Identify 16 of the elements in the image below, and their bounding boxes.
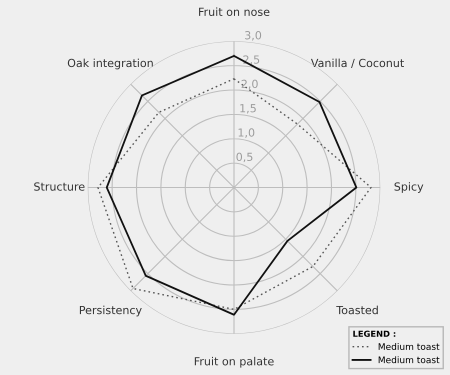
spoke-label: Fruit on nose [199,7,270,16]
spoke-label: Structure [34,182,85,191]
y-tick-label: 1,0 [238,128,254,138]
legend-label: Medium toast [378,356,440,364]
legend-label: Medium toast [378,343,440,350]
spoke-label: Vanilla / Coconut [310,58,404,68]
spoke-label: Fruit on palate [194,356,274,368]
y-tick-label: 2,0 [242,80,258,90]
spoke-label: Persistency [80,306,142,316]
y-tick-label: 3,0 [245,31,262,41]
spoke-label: Oak integration [68,58,153,70]
y-tick-label: 0,5 [236,152,252,162]
y-tick-label: 1,5 [240,104,256,114]
spoke-label: Spicy [394,182,424,193]
legend-title: LEGEND : [353,330,396,337]
spoke-label: Toasted [336,306,378,314]
